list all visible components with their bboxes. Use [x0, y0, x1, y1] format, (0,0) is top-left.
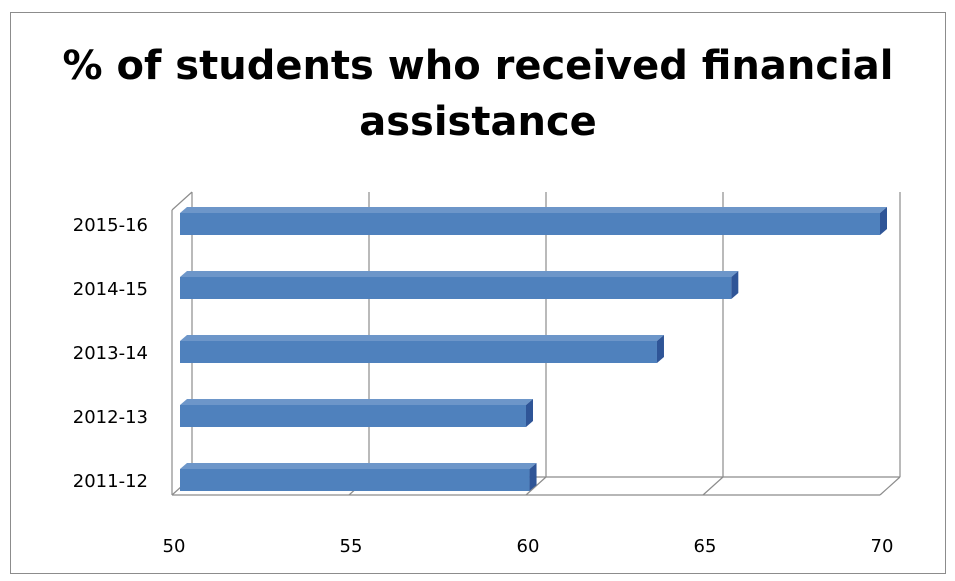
x-tick-label: 50: [163, 536, 186, 557]
y-tick-label: 2015-16: [73, 215, 148, 236]
bar-top-face: [180, 463, 537, 469]
floor-gridline: [525, 476, 547, 496]
bar: [180, 213, 880, 235]
bar-end-face: [529, 463, 537, 491]
floor-gridline: [702, 476, 724, 496]
chart-title-line-2: assistance: [359, 99, 597, 145]
x-tick-label: 60: [517, 536, 540, 557]
bar: [180, 277, 732, 299]
bar-top-face: [180, 399, 533, 405]
side-wall-top-edge: [171, 191, 193, 211]
bar: [180, 469, 530, 491]
bar: [180, 405, 526, 427]
floor-gridline: [879, 476, 901, 496]
bar-end-face: [526, 399, 533, 427]
bar-top-face: [180, 207, 887, 213]
bar-end-face: [731, 271, 739, 299]
y-tick-label: 2011-12: [73, 471, 148, 492]
chart-title: % of students who received financial ass…: [10, 38, 946, 150]
y-tick-label: 2013-14: [73, 343, 148, 364]
y-tick-label: 2012-13: [73, 407, 148, 428]
bar-top-face: [180, 271, 739, 277]
x-tick-label: 65: [694, 536, 717, 557]
chart-title-line-1: % of students who received financial: [62, 43, 894, 89]
x-tick-label: 55: [340, 536, 363, 557]
x-tick-label: 70: [871, 536, 894, 557]
bar-top-face: [180, 335, 664, 341]
bar-end-face: [880, 207, 887, 235]
bar: [180, 341, 657, 363]
y-tick-label: 2014-15: [73, 279, 148, 300]
bar-end-face: [656, 335, 664, 363]
